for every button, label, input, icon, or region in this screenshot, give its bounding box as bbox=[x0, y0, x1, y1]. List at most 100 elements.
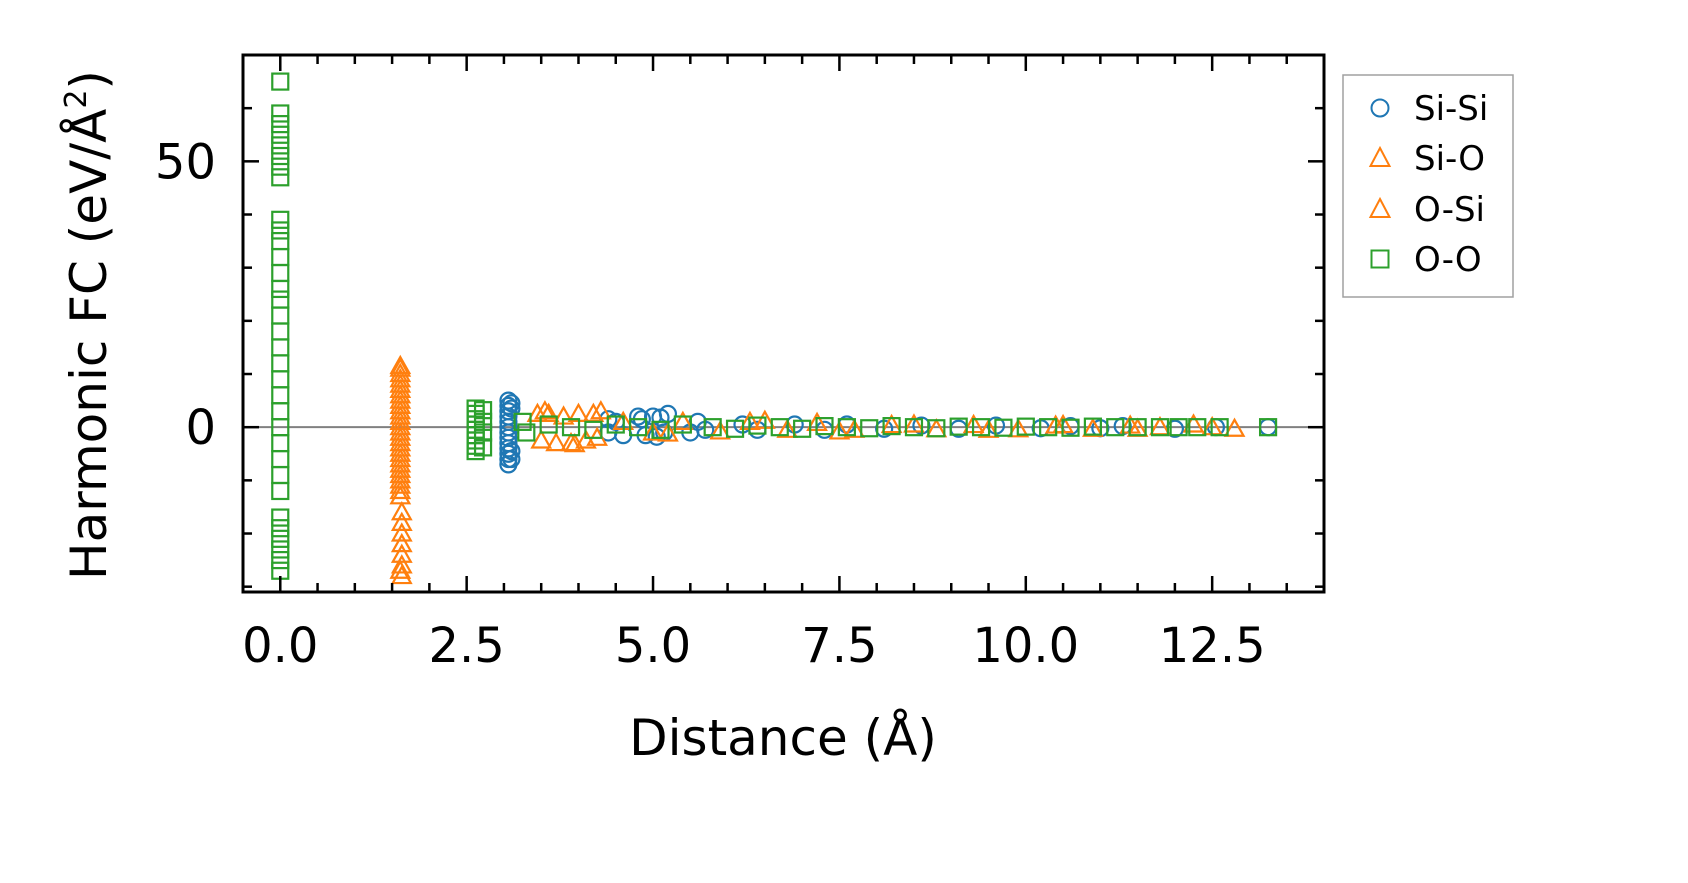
legend-marker-o-si bbox=[1368, 196, 1392, 218]
data-point-triangle bbox=[1007, 418, 1030, 438]
data-point-circle bbox=[502, 399, 521, 418]
data-point-square bbox=[606, 415, 625, 434]
data-point-square bbox=[271, 519, 290, 538]
data-point-triangle bbox=[537, 402, 560, 422]
data-point-triangle bbox=[534, 399, 556, 420]
legend-label-si-o: Si-O bbox=[1414, 139, 1485, 179]
data-point-triangle bbox=[389, 479, 412, 500]
x-tick-label: 10.0 bbox=[972, 618, 1079, 674]
x-tick-label: 2.5 bbox=[428, 618, 504, 674]
data-point-square bbox=[584, 420, 603, 439]
data-point-square bbox=[1106, 418, 1125, 437]
legend-marker-si-o bbox=[1368, 145, 1392, 167]
data-point-square bbox=[271, 221, 290, 240]
data-point-triangle bbox=[545, 431, 567, 452]
data-point-triangle bbox=[563, 432, 586, 453]
data-point-triangle bbox=[390, 522, 413, 542]
axes-frame bbox=[241, 53, 1326, 594]
data-point-square bbox=[271, 157, 290, 176]
data-point-square bbox=[271, 508, 290, 527]
data-point-triangle bbox=[977, 418, 1000, 438]
data-point-square bbox=[561, 418, 581, 437]
data-point-triangle bbox=[390, 543, 413, 563]
data-point-triangle bbox=[589, 399, 612, 420]
data-point-triangle bbox=[1082, 417, 1104, 437]
data-point-square bbox=[271, 540, 290, 559]
data-point-triangle bbox=[657, 422, 679, 442]
x-tick-label: 7.5 bbox=[801, 618, 877, 674]
data-point-square bbox=[473, 401, 493, 420]
data-point-triangle bbox=[526, 402, 549, 422]
y-axis-label-superscript: 2 bbox=[59, 90, 94, 109]
data-point-square bbox=[860, 419, 879, 438]
data-point-triangle bbox=[843, 418, 866, 438]
data-point-triangle bbox=[389, 354, 412, 375]
data-point-circle bbox=[502, 394, 521, 413]
legend-label-si-si: Si-Si bbox=[1414, 89, 1488, 129]
data-point-square bbox=[748, 416, 767, 435]
data-point-square bbox=[271, 168, 290, 187]
data-point-square bbox=[517, 423, 536, 442]
data-point-square bbox=[539, 415, 558, 434]
data-point-square bbox=[271, 136, 290, 155]
data-point-triangle bbox=[390, 564, 413, 585]
data-point-square bbox=[837, 418, 856, 437]
series-o-o bbox=[271, 72, 1278, 580]
data-point-square bbox=[629, 418, 648, 437]
legend: Si-Si Si-O O-Si O-O bbox=[1342, 74, 1514, 298]
data-point-triangle bbox=[389, 559, 412, 579]
legend-marker-si-si bbox=[1370, 98, 1390, 118]
data-point-square bbox=[1083, 417, 1102, 436]
data-point-triangle bbox=[1223, 417, 1246, 437]
data-point-square bbox=[271, 115, 290, 134]
data-point-square bbox=[271, 125, 290, 144]
x-axis-label: Distance (Å) bbox=[629, 709, 937, 767]
legend-marker-o-o bbox=[1370, 249, 1390, 269]
data-point-triangle bbox=[776, 418, 799, 438]
data-point-square bbox=[770, 418, 789, 437]
data-point-square bbox=[271, 210, 290, 229]
data-point-square bbox=[882, 417, 901, 436]
data-point-square bbox=[927, 419, 946, 438]
x-tick-label: 5.0 bbox=[615, 618, 691, 674]
data-point-square bbox=[971, 418, 991, 437]
y-tick-label: 50 bbox=[155, 134, 216, 190]
data-point-triangle bbox=[880, 413, 903, 434]
data-point-square bbox=[513, 412, 532, 431]
data-point-triangle bbox=[642, 421, 664, 441]
data-point-square bbox=[1188, 418, 1207, 437]
data-point-square bbox=[1258, 418, 1278, 437]
data-point-square bbox=[1210, 418, 1229, 437]
data-point-square bbox=[271, 550, 290, 570]
data-point-square bbox=[904, 418, 924, 437]
data-point-triangle bbox=[530, 429, 553, 449]
data-point-square bbox=[994, 418, 1013, 437]
y-tick-label: 0 bbox=[185, 400, 216, 456]
data-point-square bbox=[473, 423, 493, 442]
data-point-square bbox=[271, 279, 290, 299]
data-point-square bbox=[949, 417, 968, 436]
x-tick-label: 12.5 bbox=[1159, 618, 1266, 674]
y-axis-label-close: ) bbox=[60, 70, 118, 90]
x-tick-label: 0.0 bbox=[242, 618, 318, 674]
data-point-square bbox=[651, 420, 670, 439]
data-point-triangle bbox=[903, 413, 925, 433]
data-point-triangle bbox=[671, 410, 694, 430]
data-point-circle bbox=[502, 442, 521, 461]
data-point-triangle bbox=[390, 532, 413, 553]
legend-label-o-o: O-O bbox=[1414, 240, 1482, 280]
data-point-triangle bbox=[390, 511, 413, 531]
legend-label-o-si: O-Si bbox=[1414, 190, 1485, 230]
y-axis-label-main: Harmonic FC (eV/Å bbox=[60, 109, 118, 580]
data-point-square bbox=[1128, 418, 1147, 437]
data-point-square bbox=[815, 417, 834, 436]
data-point-square bbox=[793, 419, 812, 438]
data-point-square bbox=[271, 146, 290, 166]
data-point-square bbox=[673, 415, 692, 434]
data-point-square bbox=[1016, 417, 1035, 436]
data-point-triangle bbox=[709, 420, 732, 440]
data-point-square bbox=[703, 418, 722, 437]
axes: 0.0 2.5 5.0 7.5 10.0 12.5 0 50 bbox=[155, 53, 1326, 674]
data-point-square bbox=[725, 419, 745, 438]
